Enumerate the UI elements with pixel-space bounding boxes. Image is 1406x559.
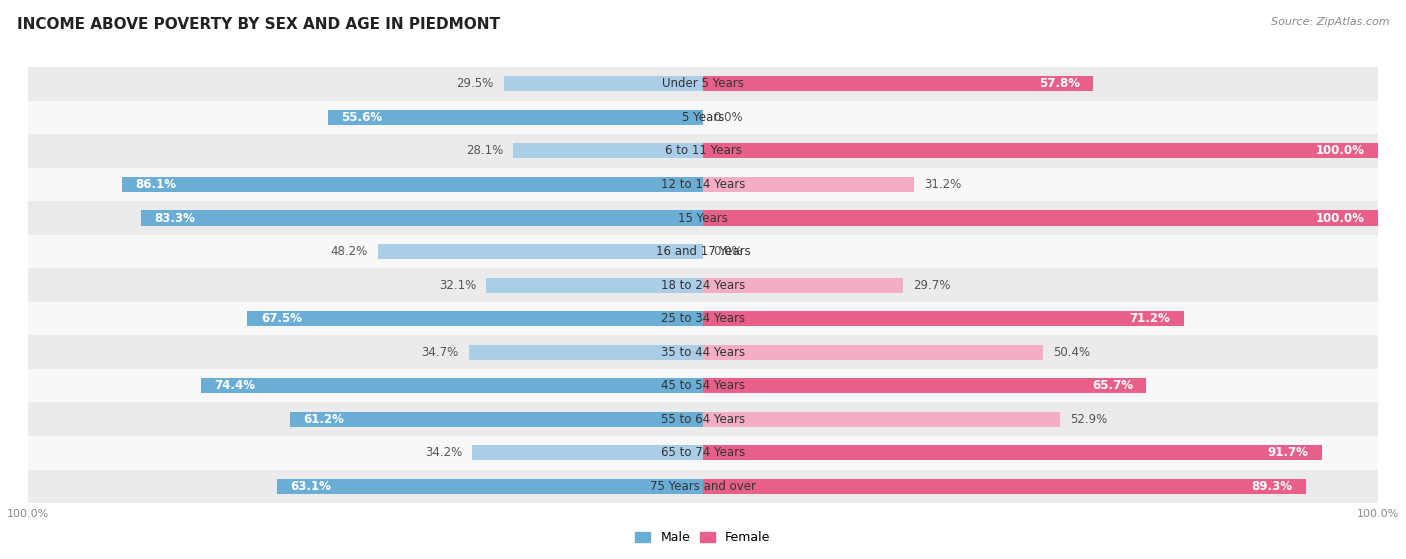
- Bar: [28, 168, 1378, 201]
- Text: 32.1%: 32.1%: [439, 278, 477, 292]
- Bar: [28, 101, 1378, 134]
- Bar: [141, 210, 703, 225]
- Bar: [28, 268, 1378, 302]
- Bar: [703, 411, 1060, 427]
- Text: INCOME ABOVE POVERTY BY SEX AND AGE IN PIEDMONT: INCOME ABOVE POVERTY BY SEX AND AGE IN P…: [17, 17, 501, 32]
- Text: 100.0%: 100.0%: [1316, 144, 1364, 158]
- Bar: [703, 277, 904, 292]
- Text: 100.0%: 100.0%: [1316, 211, 1364, 225]
- Text: 57.8%: 57.8%: [1039, 77, 1080, 91]
- Bar: [290, 411, 703, 427]
- Text: 86.1%: 86.1%: [135, 178, 176, 191]
- Text: 48.2%: 48.2%: [330, 245, 367, 258]
- Bar: [703, 144, 1378, 159]
- Bar: [328, 110, 703, 125]
- Bar: [28, 369, 1378, 402]
- Text: 28.1%: 28.1%: [465, 144, 503, 158]
- Bar: [28, 67, 1378, 101]
- Text: 63.1%: 63.1%: [291, 480, 332, 493]
- Bar: [28, 235, 1378, 268]
- Text: Under 5 Years: Under 5 Years: [662, 77, 744, 91]
- Text: 16 and 17 Years: 16 and 17 Years: [655, 245, 751, 258]
- Bar: [703, 177, 914, 192]
- Text: 74.4%: 74.4%: [214, 379, 256, 392]
- Text: 35 to 44 Years: 35 to 44 Years: [661, 345, 745, 359]
- Text: 89.3%: 89.3%: [1251, 480, 1292, 493]
- Text: 5 Years: 5 Years: [682, 111, 724, 124]
- Bar: [28, 436, 1378, 470]
- Bar: [28, 302, 1378, 335]
- Bar: [503, 76, 703, 91]
- Text: 83.3%: 83.3%: [155, 211, 195, 225]
- Bar: [247, 311, 703, 326]
- Bar: [28, 470, 1378, 503]
- Bar: [703, 210, 1378, 225]
- Text: 55.6%: 55.6%: [342, 111, 382, 124]
- Text: 31.2%: 31.2%: [924, 178, 960, 191]
- Text: 52.9%: 52.9%: [1070, 413, 1108, 426]
- Bar: [703, 378, 1146, 394]
- Text: 61.2%: 61.2%: [304, 413, 344, 426]
- Bar: [472, 445, 703, 461]
- Bar: [277, 479, 703, 494]
- Text: 6 to 11 Years: 6 to 11 Years: [665, 144, 741, 158]
- Text: 65 to 74 Years: 65 to 74 Years: [661, 446, 745, 459]
- Text: 75 Years and over: 75 Years and over: [650, 480, 756, 493]
- Bar: [513, 144, 703, 159]
- Bar: [122, 177, 703, 192]
- Text: 65.7%: 65.7%: [1092, 379, 1133, 392]
- Bar: [703, 479, 1306, 494]
- Text: 18 to 24 Years: 18 to 24 Years: [661, 278, 745, 292]
- Text: 71.2%: 71.2%: [1129, 312, 1170, 325]
- Bar: [28, 134, 1378, 168]
- Bar: [703, 445, 1322, 461]
- Text: 50.4%: 50.4%: [1053, 345, 1091, 359]
- Text: 67.5%: 67.5%: [262, 312, 302, 325]
- Text: 12 to 14 Years: 12 to 14 Years: [661, 178, 745, 191]
- Bar: [28, 335, 1378, 369]
- Bar: [28, 201, 1378, 235]
- Bar: [703, 311, 1184, 326]
- Text: 25 to 34 Years: 25 to 34 Years: [661, 312, 745, 325]
- Text: 0.0%: 0.0%: [713, 245, 742, 258]
- Text: 34.7%: 34.7%: [422, 345, 458, 359]
- Text: Source: ZipAtlas.com: Source: ZipAtlas.com: [1271, 17, 1389, 27]
- Text: 91.7%: 91.7%: [1267, 446, 1309, 459]
- Text: 29.5%: 29.5%: [457, 77, 494, 91]
- Text: 15 Years: 15 Years: [678, 211, 728, 225]
- Text: 55 to 64 Years: 55 to 64 Years: [661, 413, 745, 426]
- Bar: [201, 378, 703, 394]
- Text: 29.7%: 29.7%: [914, 278, 950, 292]
- Text: 0.0%: 0.0%: [713, 111, 742, 124]
- Bar: [486, 277, 703, 292]
- Bar: [378, 244, 703, 259]
- Bar: [703, 76, 1092, 91]
- Bar: [703, 344, 1043, 360]
- Text: 34.2%: 34.2%: [425, 446, 463, 459]
- Bar: [28, 402, 1378, 436]
- Text: 45 to 54 Years: 45 to 54 Years: [661, 379, 745, 392]
- Legend: Male, Female: Male, Female: [630, 526, 776, 549]
- Bar: [468, 344, 703, 360]
